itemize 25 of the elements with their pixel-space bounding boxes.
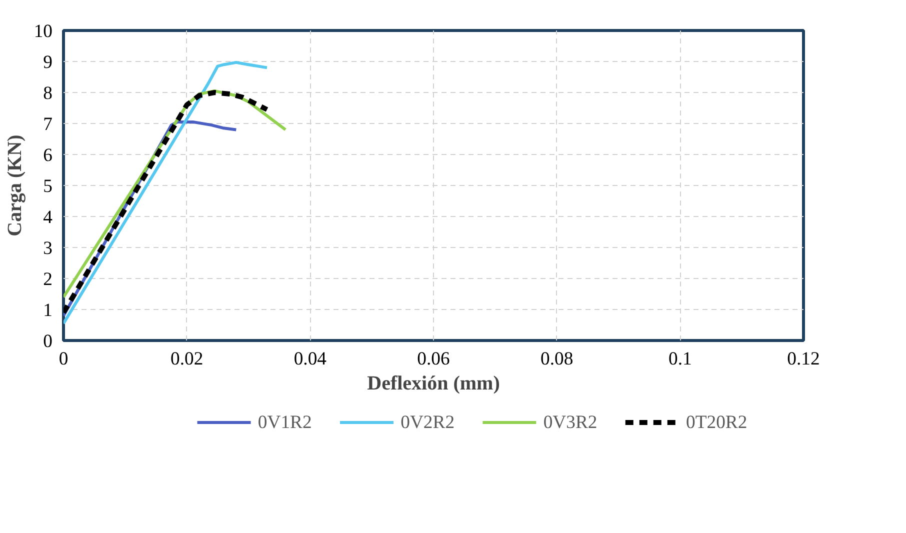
- y-tick-label: 1: [43, 300, 52, 321]
- y-tick-label: 7: [43, 114, 52, 135]
- x-axis-title: Deflexión (mm): [367, 372, 500, 394]
- y-tick-label: 2: [43, 269, 52, 290]
- y-axis-title: Carga (KN): [4, 134, 26, 236]
- x-tick-label: 0.02: [170, 348, 204, 370]
- y-tick-label: 8: [43, 83, 52, 104]
- y-tick-label: 5: [43, 176, 52, 197]
- x-tick-label: 0.1: [668, 348, 692, 370]
- legend-label: 0V3R2: [543, 412, 598, 433]
- line-series: [64, 60, 268, 325]
- y-tick-label: 6: [43, 145, 52, 166]
- x-tick-label: 0.06: [417, 348, 450, 370]
- x-tick-label: 0.12: [787, 348, 820, 370]
- x-tick-label: 0.08: [540, 348, 574, 370]
- y-tick-label: 4: [43, 207, 54, 228]
- x-tick-label: 0: [58, 348, 68, 370]
- y-tick-label: 3: [43, 238, 52, 259]
- x-tick-label: 0.04: [294, 348, 328, 370]
- legend-label: 0T20R2: [686, 412, 748, 433]
- y-tick-label: 0: [43, 331, 52, 352]
- legend-label: 0V1R2: [258, 412, 312, 433]
- y-tick-label: 10: [34, 21, 52, 42]
- legend-label: 0V2R2: [400, 412, 455, 433]
- y-tick-label: 9: [43, 52, 52, 73]
